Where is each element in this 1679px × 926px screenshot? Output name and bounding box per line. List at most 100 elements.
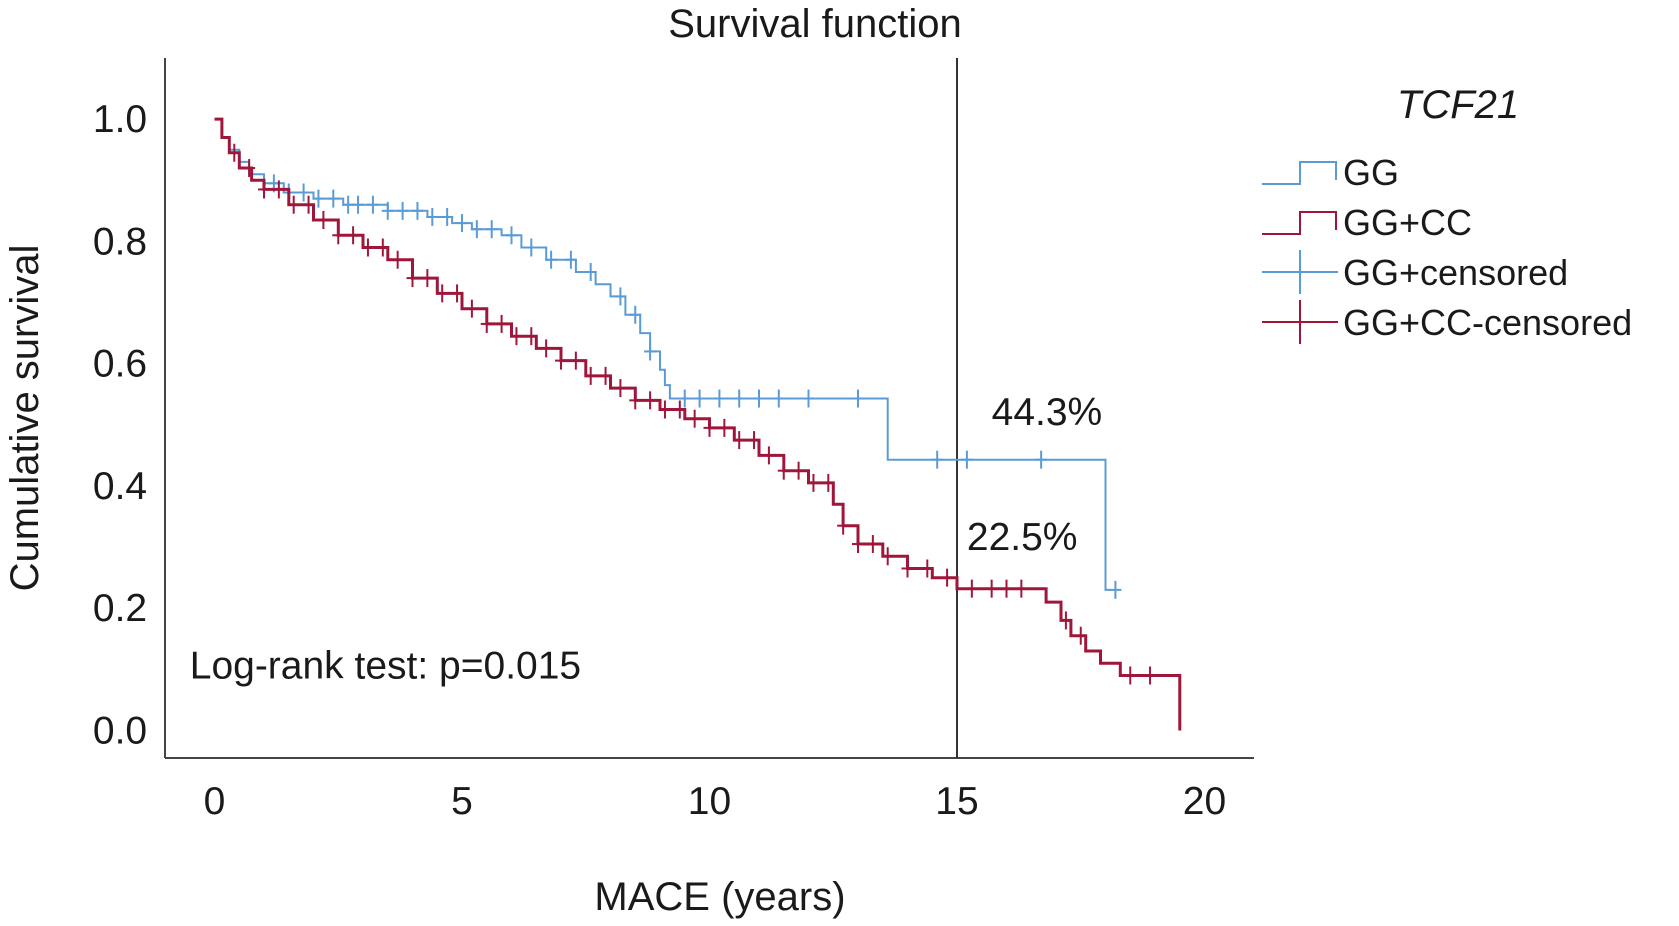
censor-mark-gg-cc <box>658 400 671 419</box>
x-tick-label: 20 <box>1183 780 1226 823</box>
percent-annotation: 22.5% <box>967 516 1078 559</box>
censor-mark-gg-cc <box>332 226 345 245</box>
legend-item: GG+CC <box>1262 202 1472 243</box>
censor-mark-gg-cc <box>718 418 731 437</box>
series-line-gg-cc <box>214 117 1182 731</box>
censor-mark-gg-cc <box>347 226 360 245</box>
censor-mark-gg <box>564 250 577 269</box>
censor-mark-gg-cc <box>361 238 374 257</box>
percent-annotation: 44.3% <box>992 391 1103 434</box>
censor-mark-gg-cc <box>762 446 775 465</box>
censor-mark-gg <box>525 238 538 257</box>
censor-mark-gg-cc <box>243 159 256 178</box>
censor-mark-gg-cc <box>965 579 978 598</box>
censor-mark-gg-cc <box>391 250 404 269</box>
censor-mark-gg <box>485 220 498 239</box>
censor-mark-gg-cc <box>673 400 686 419</box>
censor-mark-gg-cc <box>1015 579 1028 598</box>
censor-mark-gg <box>441 207 454 226</box>
censor-mark-gg <box>931 450 944 469</box>
censor-mark-gg <box>852 389 864 408</box>
censor-mark-gg <box>366 195 379 214</box>
x-tick-label: 0 <box>204 780 226 823</box>
censor-mark-gg <box>1035 450 1048 469</box>
censor-mark-gg <box>381 201 394 220</box>
legend: TCF21 GG GG+CC GG+censored GG+CC-censored <box>1262 83 1632 344</box>
censor-mark-gg-cc <box>376 238 389 257</box>
censor-mark-gg-cc <box>852 535 864 554</box>
censor-mark-gg <box>1109 580 1122 599</box>
legend-item: GG+censored <box>1262 250 1568 294</box>
censor-mark-gg-cc <box>866 535 879 554</box>
censor-mark-gg <box>960 450 973 469</box>
censor-mark-gg <box>352 195 365 214</box>
x-tick-label: 5 <box>451 780 473 823</box>
legend-label: GG <box>1343 152 1399 193</box>
censor-mark-gg-cc <box>228 143 241 162</box>
legend-label: GG+CC <box>1343 202 1472 243</box>
legend-item: GG+CC-censored <box>1262 300 1632 344</box>
censor-mark-gg-cc <box>837 516 850 535</box>
censor-mark-gg-cc <box>703 418 716 437</box>
censor-mark-gg-cc <box>599 366 612 385</box>
censor-mark-gg-cc <box>436 284 449 303</box>
y-axis-label: Cumulative survival <box>3 245 47 592</box>
censor-mark-gg-cc <box>1074 626 1087 645</box>
censor-mark-gg <box>802 389 815 408</box>
censor-mark-gg-cc <box>272 180 285 199</box>
plot-area <box>214 58 1182 758</box>
y-tick-labels: 0.0 0.2 0.4 0.6 0.8 1.0 <box>93 98 147 752</box>
legend-title: TCF21 <box>1397 83 1519 127</box>
censor-mark-gg-cc <box>465 299 478 318</box>
censor-mark-gg-cc <box>540 339 553 358</box>
censor-mark-gg-cc <box>921 559 934 578</box>
censor-mark-gg <box>644 342 657 361</box>
y-tick-label: 0.8 <box>93 220 147 263</box>
censor-mark-gg-cc <box>451 284 464 303</box>
censor-mark-gg-cc <box>510 327 523 346</box>
censor-mark-gg <box>584 262 597 281</box>
censor-mark-gg-cc <box>985 579 998 598</box>
censor-mark-gg-cc <box>287 195 300 214</box>
censor-mark-gg <box>297 183 310 202</box>
censor-mark-gg-cc <box>1000 579 1013 598</box>
censor-mark-gg <box>426 207 439 226</box>
censor-mark-gg-cc <box>569 351 582 370</box>
censor-mark-gg <box>693 389 706 408</box>
censor-mark-gg <box>629 305 642 324</box>
censor-mark-gg <box>713 389 726 408</box>
y-tick-label: 0.0 <box>93 709 147 752</box>
censor-mark-gg <box>312 189 325 208</box>
censor-mark-gg-cc <box>1144 666 1157 685</box>
censor-mark-gg-cc <box>1059 611 1072 630</box>
y-tick-label: 0.2 <box>93 587 147 630</box>
censor-mark-gg <box>456 214 468 233</box>
x-tick-labels: 0 5 10 15 20 <box>204 780 1227 823</box>
censor-mark-gg <box>505 226 518 245</box>
censor-mark-gg-cc <box>584 366 597 385</box>
y-tick-label: 1.0 <box>93 98 147 141</box>
censor-mark-gg <box>545 250 558 269</box>
annotations: 44.3% 22.5% Log-rank test: p=0.015 <box>190 391 1102 688</box>
censor-mark-gg-cc <box>629 391 642 410</box>
legend-item: GG <box>1262 152 1399 193</box>
censor-mark-gg-cc <box>525 327 538 346</box>
censor-mark-gg-cc <box>881 547 894 566</box>
censor-mark-gg-cc <box>555 351 567 370</box>
censor-mark-gg <box>678 389 691 408</box>
censor-mark-gg-cc <box>495 314 508 333</box>
censor-mark-gg-cc <box>822 473 835 492</box>
censor-mark-gg-cc <box>644 391 657 410</box>
legend-label: GG+CC-censored <box>1343 302 1632 343</box>
censor-mark-gg <box>396 201 409 220</box>
chart-title: Survival function <box>668 2 961 46</box>
censor-mark-gg-cc <box>302 195 315 214</box>
censor-mark-gg-cc <box>614 379 627 398</box>
y-tick-label: 0.4 <box>93 465 147 508</box>
censor-mark-gg <box>733 389 746 408</box>
y-tick-label: 0.6 <box>93 343 147 386</box>
log-rank-annotation: Log-rank test: p=0.015 <box>190 645 581 688</box>
censor-mark-gg-cc <box>480 314 493 333</box>
censor-mark-gg <box>753 389 765 408</box>
